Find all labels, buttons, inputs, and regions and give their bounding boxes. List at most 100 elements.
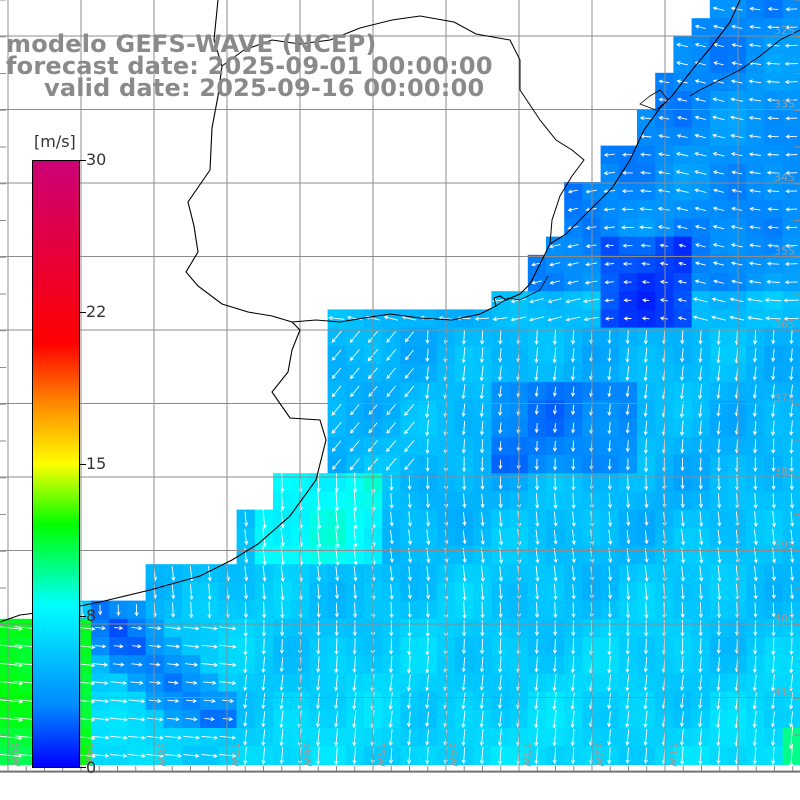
wind-arrow — [639, 115, 652, 121]
wind-arrow — [607, 602, 612, 619]
wind-arrow — [498, 565, 504, 582]
wind-arrow — [677, 316, 687, 321]
wind-arrow — [677, 297, 687, 303]
wind-arrow — [644, 512, 649, 527]
wind-arrow — [658, 79, 670, 84]
wind-arrow — [767, 134, 779, 139]
wind-arrow — [497, 711, 502, 728]
wind-arrow — [280, 620, 285, 637]
wind-arrow — [243, 602, 248, 619]
wind-arrow — [480, 529, 485, 545]
wind-arrow — [498, 656, 503, 674]
wind-arrow — [244, 511, 249, 527]
wind-arrow — [389, 566, 394, 582]
wind-arrow — [0, 753, 23, 759]
wind-arrow — [567, 280, 579, 285]
wind-arrow — [678, 261, 687, 266]
wind-arrow — [0, 626, 23, 632]
wind-arrow — [644, 565, 649, 582]
wind-arrow — [717, 529, 722, 546]
wind-arrow — [406, 655, 412, 674]
lon-label: 53W — [520, 742, 533, 767]
wind-arrow — [498, 620, 503, 637]
wind-arrow — [784, 79, 798, 85]
wind-arrow — [352, 710, 357, 729]
wind-arrow — [497, 693, 502, 710]
wind-arrow — [407, 493, 412, 509]
wind-arrow — [712, 151, 725, 157]
wind-arrow — [767, 116, 779, 121]
wind-arrow — [698, 638, 703, 655]
wind-arrow — [694, 170, 707, 175]
wind-arrow — [643, 674, 648, 692]
wind-arrow — [731, 43, 742, 48]
wind-arrow — [698, 620, 703, 637]
wind-arrow — [353, 545, 358, 566]
wind-arrow — [748, 97, 762, 102]
wind-arrow — [404, 458, 415, 471]
wind-arrow — [462, 493, 467, 509]
wind-arrow — [789, 743, 794, 768]
wind-arrow — [406, 692, 411, 710]
wind-arrow — [407, 619, 412, 637]
wind-arrow — [603, 225, 615, 230]
wind-arrow — [752, 638, 758, 655]
wind-arrow — [607, 584, 613, 600]
wind-arrow — [570, 747, 575, 765]
wind-arrow — [534, 620, 539, 637]
wind-arrow — [694, 42, 706, 48]
wind-arrow — [328, 315, 345, 321]
wind-arrow — [279, 638, 284, 655]
wind-arrow — [171, 602, 176, 618]
wind-arrow — [570, 404, 576, 416]
wind-arrow — [353, 527, 358, 548]
wind-arrow — [261, 711, 266, 728]
wind-arrow — [785, 134, 798, 139]
wind-arrow — [552, 728, 557, 747]
wind-arrow — [479, 365, 484, 382]
wind-arrow — [607, 403, 612, 417]
wind-arrow — [712, 97, 725, 102]
wind-arrow — [679, 366, 685, 382]
wind-arrow — [426, 529, 431, 546]
wind-arrow — [552, 405, 557, 415]
wind-arrow — [0, 735, 23, 741]
wind-arrow — [716, 710, 721, 729]
wind-arrow — [461, 329, 466, 345]
wind-arrow — [426, 566, 431, 582]
wind-arrow — [784, 261, 798, 267]
wind-arrow — [643, 710, 648, 728]
wind-arrow — [425, 438, 430, 455]
wind-arrow — [659, 261, 669, 266]
wind-arrow — [643, 402, 648, 418]
wind-arrow — [383, 315, 399, 321]
wind-arrow — [534, 329, 539, 346]
wind-arrow — [676, 133, 688, 139]
wind-arrow — [789, 384, 794, 399]
wind-arrow — [771, 637, 776, 656]
wind-arrow — [331, 422, 342, 434]
wind-arrow — [694, 24, 706, 30]
wind-arrow — [552, 656, 557, 673]
wind-arrow — [676, 42, 688, 48]
wind-arrow — [785, 189, 798, 194]
wind-arrow — [625, 404, 630, 416]
wind-arrow — [349, 440, 360, 452]
wind-arrow — [643, 729, 648, 746]
wind-arrow — [785, 7, 798, 12]
wind-arrow — [479, 674, 484, 691]
wind-arrow — [607, 421, 612, 435]
wind-arrow — [681, 529, 686, 546]
wind-arrow — [641, 316, 650, 321]
wind-arrow — [425, 655, 430, 674]
wind-arrow — [694, 151, 707, 157]
wind-arrow — [407, 475, 412, 491]
wind-arrow — [716, 728, 721, 747]
wind-arrow — [148, 644, 162, 649]
wind-arrow — [498, 347, 503, 363]
wind-arrow — [334, 584, 340, 600]
lat-label: 40S — [774, 612, 795, 625]
wind-arrow — [770, 384, 776, 400]
wind-arrow — [127, 753, 146, 758]
wind-arrow — [607, 493, 613, 509]
